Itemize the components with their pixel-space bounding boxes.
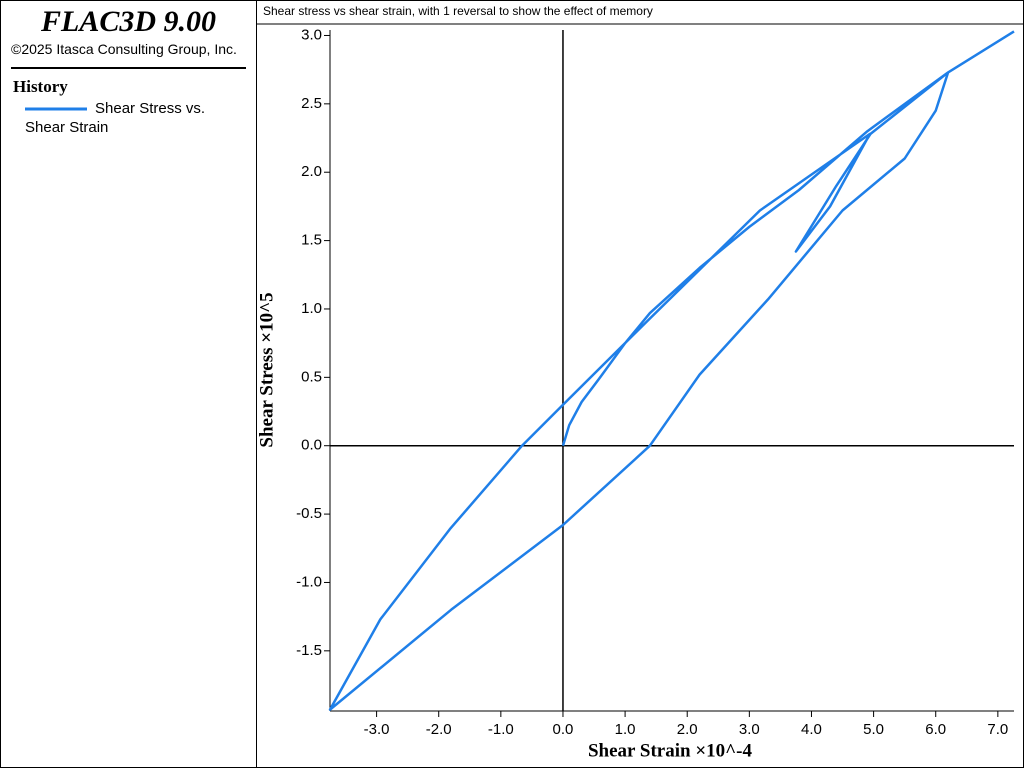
divider [11, 67, 246, 69]
y-axis-title: Shear Stress ×10^5 [256, 292, 277, 447]
y-tick-label: 1.5 [301, 232, 322, 249]
x-tick-label: 7.0 [987, 721, 1008, 738]
copyright: ©2025 Itasca Consulting Group, Inc. [11, 41, 237, 57]
y-tick-label: -1.5 [296, 642, 322, 659]
y-tick-label: 0.0 [301, 437, 322, 454]
y-tick-label: 3.0 [301, 26, 322, 43]
y-tick-label: 2.5 [301, 95, 322, 112]
data-line [328, 30, 1015, 711]
legend-swatch [25, 107, 87, 111]
x-tick-label: 3.0 [739, 721, 760, 738]
x-tick-label: 6.0 [925, 721, 946, 738]
x-axis-title: Shear Strain ×10^-4 [588, 740, 753, 761]
x-tick-label: 2.0 [677, 721, 698, 738]
chart-title: Shear stress vs shear strain, with 1 rev… [263, 4, 653, 18]
y-tick-label: 2.0 [301, 163, 322, 180]
x-tick-label: 5.0 [863, 721, 884, 738]
y-tick-label: -1.0 [296, 573, 322, 590]
x-tick-label: -2.0 [426, 721, 452, 738]
y-tick-label: 0.5 [301, 368, 322, 385]
legend: Shear Stress vs. Shear Strain [25, 99, 215, 137]
x-tick-label: 0.0 [553, 721, 574, 738]
x-tick-label: 1.0 [615, 721, 636, 738]
legend-label: Shear Stress vs. Shear Strain [25, 100, 206, 136]
y-tick-label: 1.0 [301, 300, 322, 317]
x-tick-label: -3.0 [364, 721, 390, 738]
legend-title: History [13, 77, 68, 96]
x-tick-label: -1.0 [488, 721, 514, 738]
product-name: FLAC3D 9.00 [40, 5, 217, 38]
x-tick-label: 4.0 [801, 721, 822, 738]
y-tick-label: -0.5 [296, 505, 322, 522]
sidebar: FLAC3D 9.00 ©2025 Itasca Consulting Grou… [1, 1, 257, 767]
